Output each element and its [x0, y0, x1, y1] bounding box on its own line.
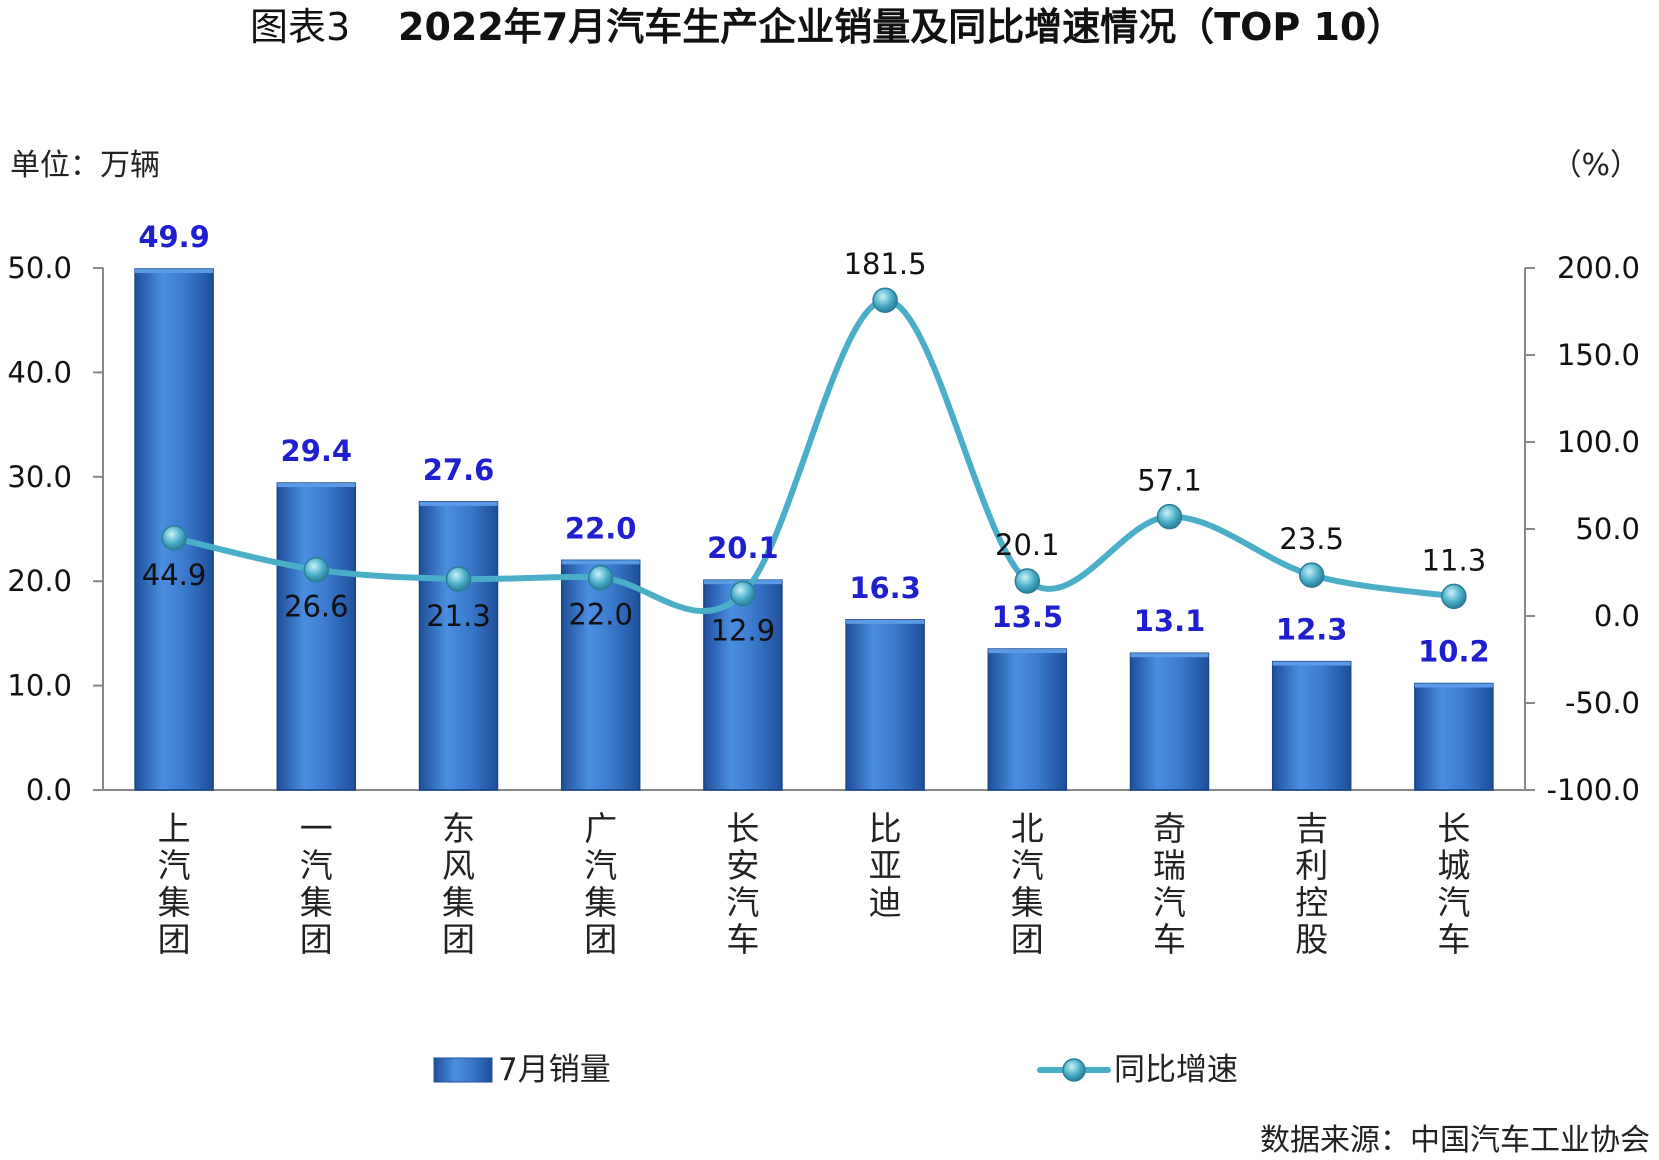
- legend-line-marker: [1062, 1058, 1086, 1082]
- line-point: [303, 556, 330, 583]
- bar-data-label: 13.5: [992, 600, 1064, 634]
- line-data-label: 21.3: [426, 599, 491, 633]
- bar: [703, 579, 783, 791]
- bar-data-label: 22.0: [565, 511, 637, 545]
- right-tick-label: 0.0: [1594, 599, 1640, 633]
- bar-top-highlight: [135, 269, 214, 274]
- line-point: [1014, 568, 1041, 594]
- bar-data-label: 29.4: [281, 434, 353, 468]
- line-data-label: 11.3: [1422, 543, 1487, 577]
- category-label: 北汽集团: [1011, 809, 1044, 959]
- data-source: 数据来源：中国汽车工业协会: [1260, 1123, 1650, 1158]
- category-label: 长城汽车: [1437, 809, 1470, 959]
- category-label: 比亚迪: [869, 809, 902, 922]
- bar: [987, 648, 1068, 791]
- line-series: [161, 287, 1467, 615]
- legend-bar-label: 7月销量: [498, 1052, 611, 1088]
- line-point: [1441, 583, 1467, 610]
- bar: [1414, 682, 1494, 791]
- right-tick-label: -100.0: [1547, 773, 1641, 807]
- growth-line: [171, 297, 1457, 615]
- left-tick-label: 50.0: [7, 251, 72, 285]
- line-point: [161, 525, 187, 551]
- bar-top-highlight: [1130, 653, 1209, 658]
- line-data-label: 20.1: [995, 528, 1060, 562]
- line-data-label: 23.5: [1279, 522, 1344, 556]
- bar: [1271, 660, 1352, 791]
- left-tick-label: 10.0: [7, 669, 72, 703]
- line-point: [1298, 562, 1325, 588]
- chart-title: 2022年7月汽车生产企业销量及同比增速情况（TOP 10）: [398, 5, 1404, 49]
- bar-data-label: 20.1: [707, 531, 779, 565]
- category-label: 东风集团: [442, 809, 475, 959]
- bar: [1129, 652, 1210, 791]
- line-data-label: 44.9: [142, 558, 207, 592]
- right-axis-unit: （%）: [1551, 148, 1640, 183]
- right-tick-label: -50.0: [1565, 686, 1640, 720]
- bar-top-highlight: [277, 483, 356, 488]
- right-tick-label: 150.0: [1557, 338, 1640, 372]
- category-label: 吉利控股: [1295, 809, 1328, 959]
- line-point: [872, 287, 898, 313]
- bar: [418, 501, 499, 791]
- bar-data-label: 12.3: [1276, 613, 1348, 647]
- left-tick-label: 20.0: [7, 564, 72, 598]
- bar: [845, 619, 925, 791]
- bar-data-label: 49.9: [138, 220, 210, 254]
- line-data-label: 26.6: [284, 590, 349, 624]
- bar: [276, 482, 357, 791]
- line-point: [587, 564, 614, 591]
- chart-title-prefix: 图表3: [250, 5, 350, 49]
- category-label: 上汽集团: [158, 809, 191, 959]
- bar-data-label: 27.6: [423, 453, 495, 487]
- line-data-label: 181.5: [844, 247, 927, 281]
- left-axis-ticks: 0.0 10.0 20.0 30.0 40.0 50.0: [7, 251, 103, 807]
- bar-data-label: 16.3: [849, 571, 921, 605]
- line-data-labels: 44.9 26.6 21.3 22.0 12.9 181.5 20.1 57.1 23.5 11.…: [142, 247, 1486, 647]
- line-point: [1156, 503, 1183, 530]
- right-axis-ticks: -100.0 -50.0 0.0 50.0 100.0 150.0 200.0: [1525, 251, 1640, 807]
- left-tick-label: 40.0: [7, 355, 72, 389]
- bar-top-highlight: [846, 619, 925, 624]
- bar: [560, 559, 641, 791]
- bar-data-label: 13.1: [1134, 604, 1206, 638]
- right-tick-label: 50.0: [1575, 512, 1640, 546]
- bar-data-label: 10.2: [1418, 635, 1490, 669]
- legend: 7月销量 同比增速: [433, 1052, 1238, 1088]
- line-point: [445, 566, 472, 592]
- category-label: 广汽集团: [584, 809, 617, 959]
- line-point: [730, 580, 756, 607]
- left-axis-unit: 单位：万辆: [10, 148, 160, 183]
- left-tick-label: 30.0: [7, 460, 72, 494]
- category-labels: 上汽集团 一汽集团 东风集团 广汽集团 长安汽车 比亚迪 北汽集团 奇瑞汽车 吉利控股 长城汽车: [158, 809, 1471, 959]
- bar-top-highlight: [1414, 683, 1493, 688]
- category-label: 一汽集团: [300, 809, 333, 959]
- legend-line-label: 同比增速: [1114, 1052, 1238, 1088]
- left-tick-label: 0.0: [26, 773, 72, 807]
- line-data-label: 22.0: [568, 598, 633, 632]
- legend-bar-swatch: [433, 1057, 493, 1083]
- bar-top-highlight: [988, 649, 1067, 654]
- bar-data-labels: 49.9 29.4 27.6 22.0 20.1 16.3 13.5 13.1 12.3 10.2: [138, 220, 1489, 668]
- bar-top-highlight: [1272, 661, 1351, 666]
- category-label: 长安汽车: [726, 809, 759, 959]
- bar-top-highlight: [419, 501, 498, 506]
- line-data-label: 12.9: [711, 614, 776, 648]
- right-tick-label: 200.0: [1557, 251, 1640, 285]
- category-label: 奇瑞汽车: [1153, 809, 1186, 959]
- bar-top-highlight: [561, 560, 640, 565]
- line-data-label: 57.1: [1137, 464, 1202, 498]
- right-tick-label: 100.0: [1557, 425, 1640, 459]
